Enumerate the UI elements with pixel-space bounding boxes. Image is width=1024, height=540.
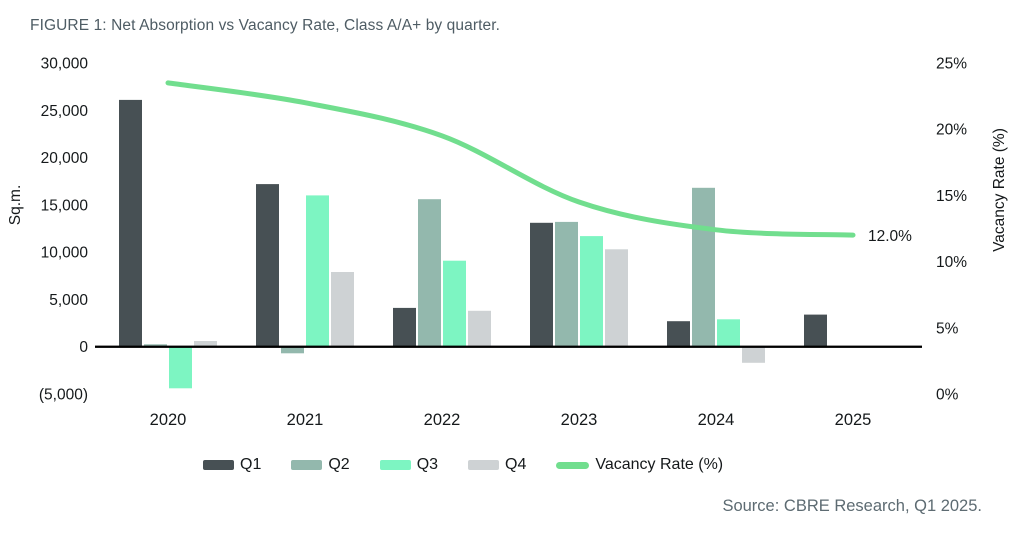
bar-2023-q1: [530, 222, 553, 347]
right-axis-tick-4: 5%: [936, 320, 959, 337]
left-axis-tick-4: 10,000: [41, 245, 89, 262]
bar-2022-q4: [468, 310, 491, 347]
bar-2021-q2: [281, 346, 304, 354]
bar-2024-q1: [667, 321, 690, 347]
right-axis-tick-3: 10%: [936, 254, 967, 271]
chart-svg: 30,000 25,000 20,000 15,000 10,000 5,000 0 (5,0…: [7, 56, 1008, 430]
legend-bar-swatch: [291, 460, 323, 470]
bar-2023-q4: [605, 249, 628, 347]
left-ticks-layer: 30,000 25,000 20,000 15,000 10,000 5,000 0 (5,0…: [39, 56, 89, 404]
left-axis-tick-7: (5,000): [39, 387, 88, 404]
bar-2020-q4: [194, 341, 217, 347]
left-axis-tick-5: 5,000: [49, 292, 88, 309]
bar-2022-q1: [393, 307, 416, 347]
right-axis-tick-2: 15%: [936, 188, 967, 205]
left-axis-tick-2: 20,000: [41, 150, 89, 167]
bar-2020-q1: [119, 99, 142, 347]
bar-2023-q3: [580, 236, 603, 347]
chart-legend: Q1 Q2 Q3 Q4 Vacancy Rate (%): [203, 456, 723, 474]
right-axis-tick-1: 20%: [936, 122, 967, 139]
bar-2024-q4: [742, 346, 765, 363]
legend-bar-swatch: [468, 460, 500, 470]
left-axis-tick-6: 0: [79, 339, 88, 356]
legend-label: Q2: [328, 456, 350, 473]
legend-item-q2: Q2: [291, 456, 350, 474]
bar-2024-q3: [717, 319, 740, 347]
legend-line-swatch: [556, 461, 590, 469]
bar-2025-q1: [804, 314, 827, 347]
year-labels-layer: 2020 2021 2022 2023 2024 2025: [150, 411, 872, 429]
x-axis-label-2025: 2025: [835, 411, 872, 429]
bar-2021-q4: [331, 272, 354, 347]
right-ticks-layer: 25% 20% 15% 10% 5% 0%: [936, 56, 967, 404]
right-axis-tick-5: 0%: [936, 387, 959, 404]
right-axis-tick-0: 25%: [936, 56, 967, 73]
x-axis-label-2021: 2021: [287, 411, 324, 429]
legend-label: Vacancy Rate (%): [595, 456, 724, 473]
x-axis-label-2023: 2023: [561, 411, 598, 429]
bars-layer: [119, 99, 827, 389]
source-note: Source: CBRE Research, Q1 2025.: [722, 497, 982, 515]
legend-bar-swatch: [379, 460, 411, 470]
left-axis-tick-0: 30,000: [41, 56, 89, 73]
legend-label: Q3: [416, 456, 439, 473]
legend-item-q1: Q1: [203, 456, 261, 474]
vacancy-rate-line: [165, 80, 856, 238]
legend-item-q3: Q3: [379, 456, 439, 474]
legend-bar-swatch: [203, 460, 234, 470]
legend-item-q4: Q4: [468, 456, 526, 474]
bar-2020-q3: [169, 346, 192, 389]
left-axis-tick-1: 25,000: [41, 103, 89, 120]
bar-2021-q3: [306, 195, 329, 347]
x-axis-label-2022: 2022: [424, 411, 461, 429]
left-axis-tick-3: 15,000: [41, 197, 89, 214]
bar-2023-q2: [555, 221, 578, 347]
x-axis-label-2024: 2024: [698, 411, 735, 429]
bar-2020-q2: [144, 344, 167, 347]
x-axis-label-2020: 2020: [150, 411, 187, 429]
x-axis-baseline: [95, 345, 922, 348]
line-end-value-label: 12.0%: [868, 228, 912, 245]
bar-2021-q1: [256, 184, 279, 347]
bar-2024-q2: [692, 187, 715, 347]
legend-label: Q4: [505, 456, 527, 473]
legend-label: Q1: [240, 456, 262, 473]
figure-title: FIGURE 1: Net Absorption vs Vacancy Rate…: [30, 17, 501, 34]
bar-2022-q2: [418, 199, 441, 347]
right-axis-title: Vacancy Rate (%): [991, 128, 1008, 252]
legend-item-vacancy-rate: Vacancy Rate (%): [556, 456, 723, 474]
left-axis-title: Sq.m.: [7, 185, 24, 225]
bar-2022-q3: [443, 260, 466, 347]
